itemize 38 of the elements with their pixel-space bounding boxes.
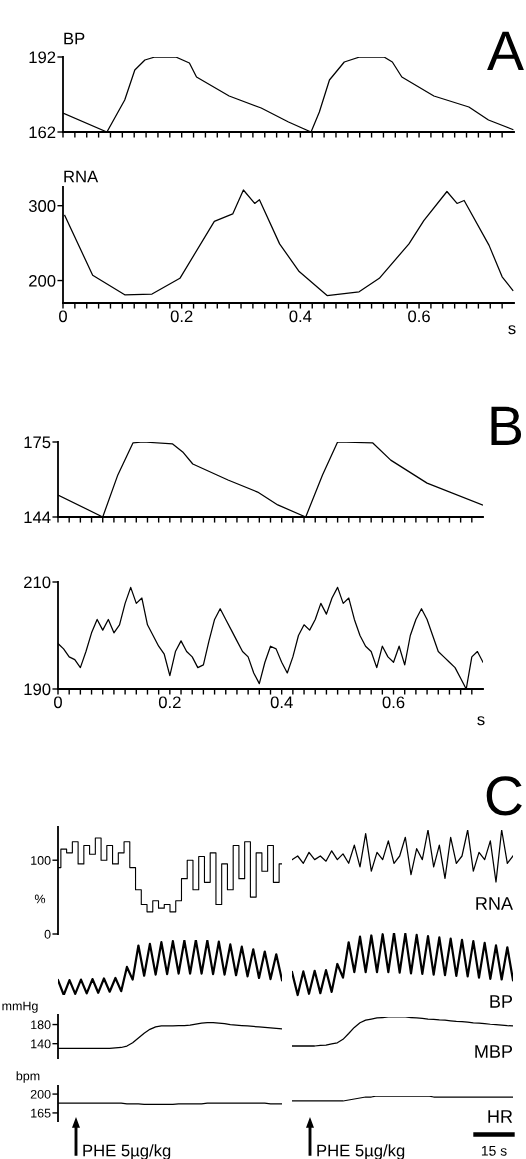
x-tick-label: 0.4 [270,696,293,709]
y-axis-title: bpm [16,1071,40,1083]
x-tick-label: 0.6 [382,696,405,709]
y-tick-label: 180 [31,1020,51,1030]
x-tick-label: 0.4 [289,310,312,323]
text: MBP [475,1045,513,1058]
text: RNA [476,897,513,910]
y-tick-label: 100 [31,856,51,865]
text: HR [488,1110,513,1123]
y-axis-title: mmHg [2,1001,38,1013]
x-axis-title: s [508,325,516,335]
x-tick-label: 0 [59,310,67,323]
text: B [491,406,522,445]
chart-title: RNA [64,170,99,183]
text: PHE 5µg/kg [83,1144,171,1159]
y-tick-label: 300 [28,200,56,212]
y-tick-label: 210 [24,576,51,589]
y-tick-label: 190 [24,683,51,696]
x-axis-title: s [477,716,485,726]
y-tick-label: 140 [31,1039,51,1049]
annotation: A [487,31,524,70]
x-tick-label: 0.6 [408,310,430,323]
y-tick-label: 165 [31,1108,51,1118]
text: BP [490,995,513,1008]
y-tick-label: 0 [44,929,51,939]
y-tick-label: 162 [29,126,56,139]
chart-title: BP [64,32,85,45]
y-tick-label: 192 [29,51,56,64]
text: C [486,776,522,816]
y-tick-label: 200 [29,274,56,287]
y-tick-label: 175 [24,436,51,449]
y-axis-title: % [34,894,46,904]
text: 15 s [481,1146,507,1156]
y-tick-label: 144 [24,511,51,524]
y-tick-label: 200 [30,1089,51,1099]
text: PHE 5µg/kg [317,1144,405,1159]
x-tick-label: 0.2 [158,696,181,709]
x-tick-label: 0.2 [170,310,193,323]
